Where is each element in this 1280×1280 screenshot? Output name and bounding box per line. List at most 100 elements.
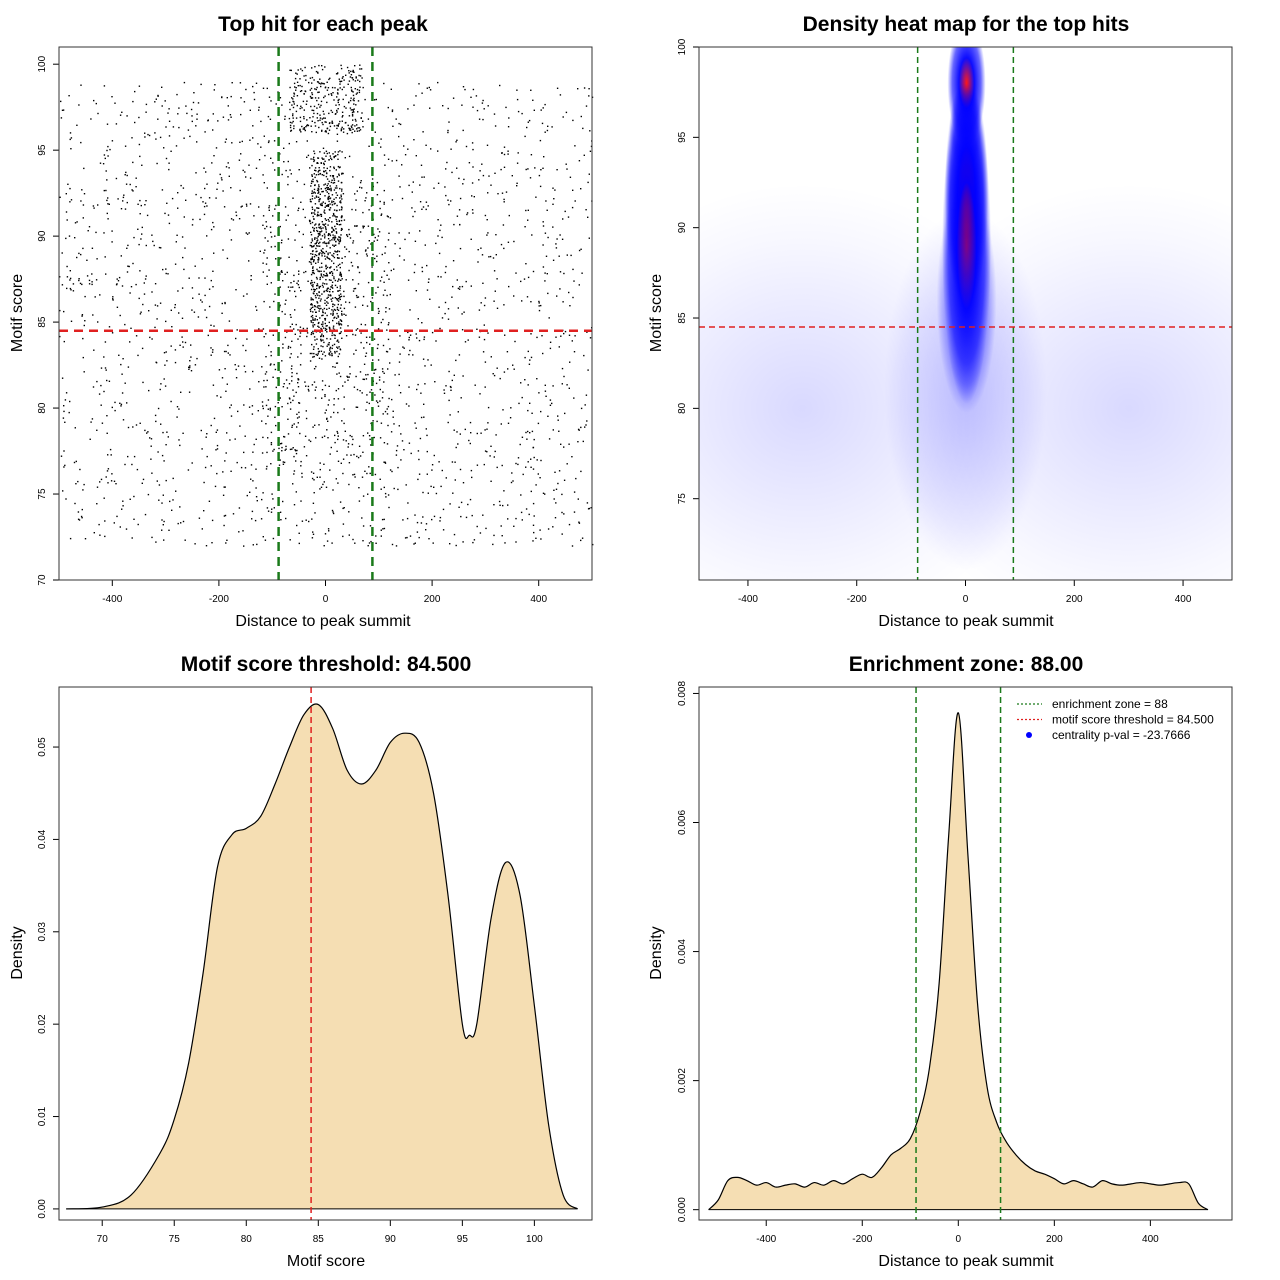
scatter-point [306, 327, 308, 330]
scatter-point [547, 528, 550, 530]
scatter-point [250, 464, 253, 466]
scatter-point [356, 128, 358, 130]
scatter-point [323, 435, 326, 437]
scatter-point [289, 356, 291, 359]
scatter-point [280, 442, 283, 445]
scatter-point [295, 72, 297, 74]
scatter-point [101, 422, 104, 424]
scatter-plot-frame [58, 46, 593, 581]
scatter-point [91, 273, 93, 275]
scatter-point [340, 323, 342, 325]
scatter-point [342, 115, 344, 117]
scatter-point [298, 416, 300, 418]
scatter-point [160, 247, 162, 249]
scatter-point [289, 290, 291, 292]
scatter-point [298, 411, 300, 414]
scatter-point [376, 260, 378, 263]
scatter-point [340, 219, 343, 222]
scatter-point [310, 261, 312, 264]
scatter-point [264, 249, 266, 251]
scatter-point [285, 219, 287, 221]
scatter-point [205, 545, 208, 547]
scatter-point [383, 527, 386, 530]
scatter-point [364, 355, 367, 357]
scatter-point [316, 285, 318, 287]
scatter-point [255, 496, 258, 498]
scatter-point [119, 314, 121, 317]
scatter-point [320, 213, 323, 216]
scatter-point [542, 352, 544, 355]
scatter-point [322, 353, 324, 355]
scatter-point [493, 374, 496, 377]
scatter-point [313, 288, 315, 290]
scatter-point [268, 140, 270, 142]
scatter-point [315, 223, 317, 225]
scatter-point [571, 545, 574, 547]
scatter-point [211, 542, 213, 544]
scatter-point [148, 134, 151, 137]
scatter-point [274, 235, 276, 237]
scatter-point [418, 339, 421, 342]
scatter-point [331, 334, 333, 337]
scatter-point [279, 225, 281, 228]
scatter-point [552, 526, 554, 528]
scatter-point [301, 246, 303, 248]
scatter-point [318, 191, 320, 194]
scatter-point [318, 91, 320, 93]
scatter-point [270, 157, 272, 159]
scatter-point [325, 231, 327, 233]
scatter-point [329, 239, 331, 242]
scatter-point [352, 128, 354, 130]
scatter-point [362, 225, 364, 227]
scatter-point [362, 227, 364, 229]
scatter-point [408, 386, 410, 388]
scatter-point [243, 404, 245, 406]
scatter-point [378, 376, 381, 378]
scatter-point [568, 387, 570, 389]
scatter-point [96, 429, 98, 431]
scatter-point [336, 187, 338, 189]
scatter-point [323, 152, 326, 154]
scatter-point [77, 480, 79, 483]
scatter-point [69, 138, 71, 141]
scatter-point [76, 124, 78, 126]
scatter-point [341, 120, 343, 122]
scatter-point [348, 115, 351, 117]
scatter-point [168, 168, 170, 171]
scatter-point [114, 102, 116, 104]
scatter-point [164, 385, 167, 387]
scatter-point [368, 466, 370, 468]
scatter-point [507, 518, 509, 520]
scatter-point [145, 200, 147, 202]
scatter-point [305, 270, 307, 273]
scatter-point [278, 464, 281, 466]
scatter-point [393, 268, 395, 270]
scatter-point [527, 121, 529, 123]
scatter-point [300, 201, 302, 203]
distance-density-xtick-label: 0 [956, 1234, 962, 1245]
scatter-point [330, 157, 332, 159]
scatter-point [74, 237, 76, 239]
scatter-point [565, 111, 568, 114]
scatter-point [160, 383, 162, 385]
scatter-point [212, 113, 214, 115]
scatter-point [369, 391, 371, 393]
scatter-point [410, 452, 412, 455]
scatter-point [314, 397, 317, 399]
scatter-point [328, 307, 330, 309]
scatter-point [138, 143, 141, 146]
scatter-point [339, 296, 341, 298]
scatter-point [483, 108, 485, 110]
scatter-point [169, 500, 171, 503]
scatter-point [320, 339, 322, 342]
scatter-point [386, 413, 389, 415]
scatter-point [337, 316, 340, 318]
scatter-point [348, 250, 350, 253]
scatter-point [342, 472, 344, 475]
scatter-point [341, 116, 343, 118]
scatter-point [311, 195, 314, 197]
scatter-point [374, 394, 376, 396]
scatter-point [394, 243, 396, 245]
scatter-point [252, 370, 254, 373]
scatter-point [337, 411, 339, 414]
